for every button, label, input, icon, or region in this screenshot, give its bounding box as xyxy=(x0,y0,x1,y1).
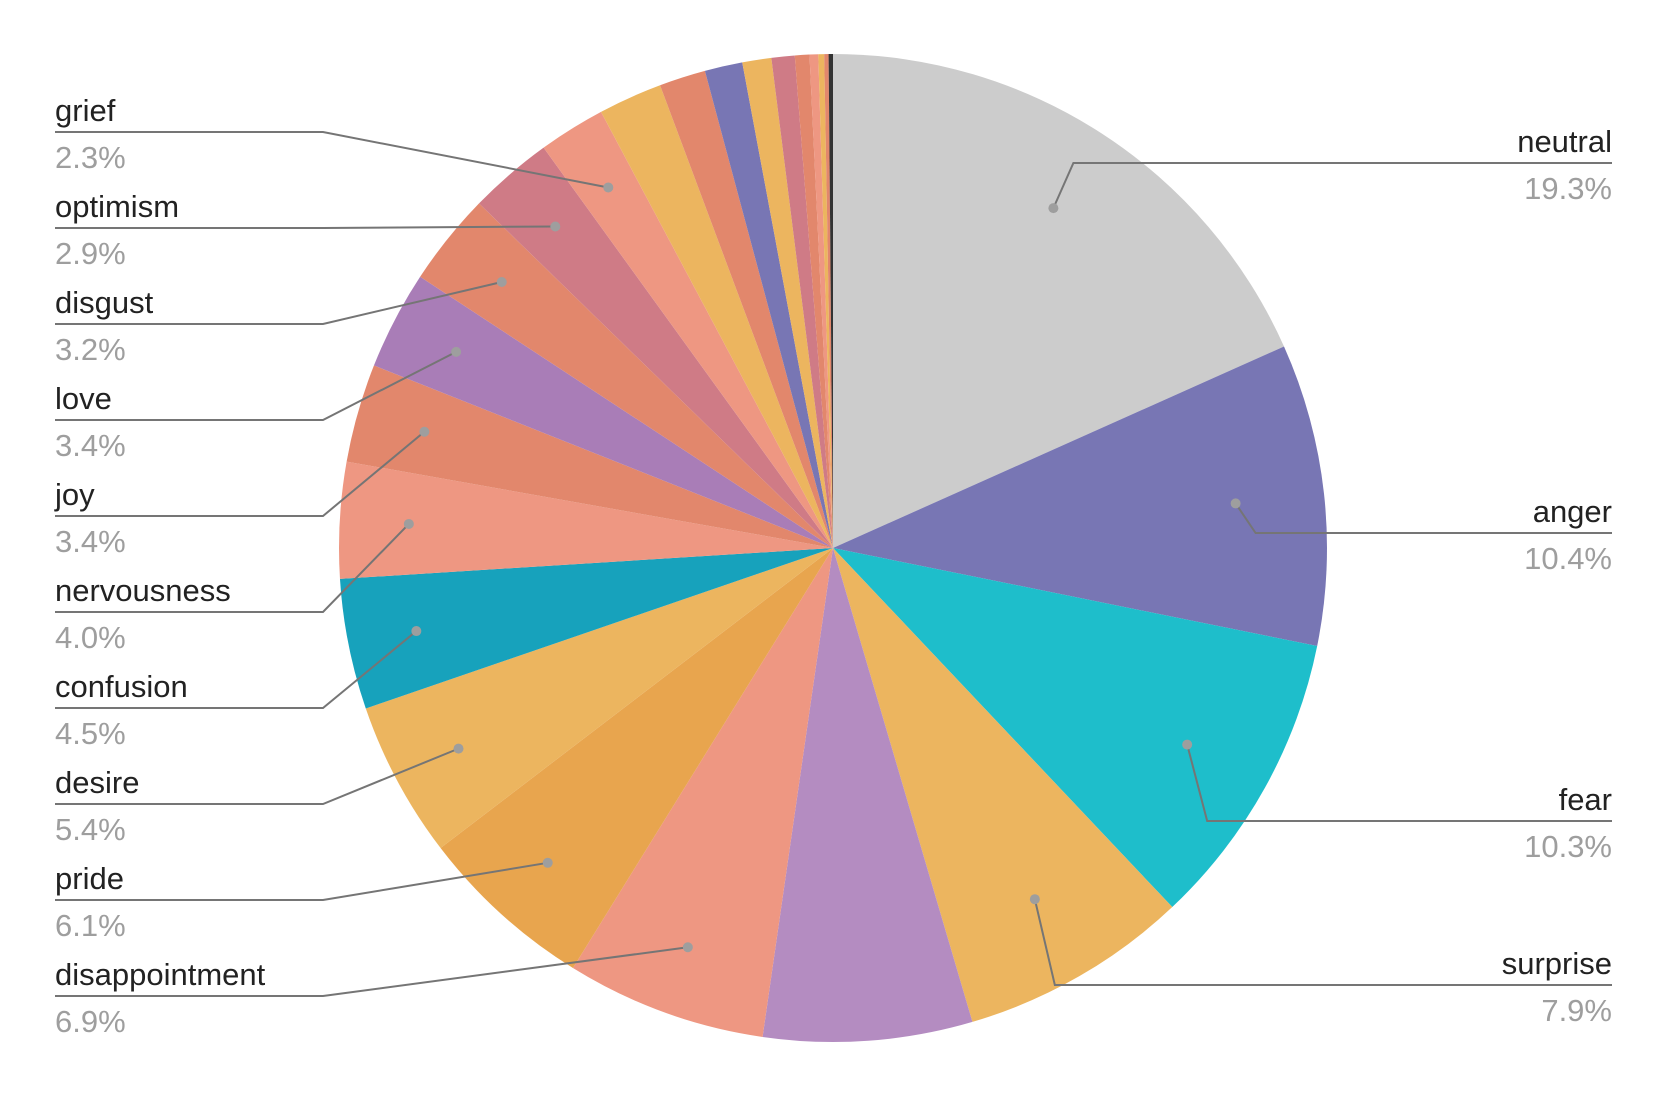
leader-dot-disgust xyxy=(496,276,507,287)
leader-dot-surprise xyxy=(1029,894,1040,905)
label-confusion: confusion xyxy=(55,669,188,704)
label-optimism: optimism xyxy=(55,189,179,224)
label-love: love xyxy=(55,381,112,416)
label-value-disappointment: 6.9% xyxy=(55,1004,126,1039)
pie-slice-unlabeled-21 xyxy=(809,54,833,549)
pie-slice-disappointment xyxy=(572,548,833,1037)
label-pride: pride xyxy=(55,861,124,896)
label-value-joy: 3.4% xyxy=(55,524,126,559)
pie-slice-grief xyxy=(543,111,833,548)
pie-slice-unlabeled-16 xyxy=(660,70,833,549)
label-grief: grief xyxy=(55,93,116,128)
label-value-confusion: 4.5% xyxy=(55,716,126,751)
leader-dot-disappointment xyxy=(682,942,693,953)
label-neutral: neutral xyxy=(1517,124,1612,159)
leader-dot-neutral xyxy=(1048,203,1059,214)
leader-line-surprise xyxy=(1033,898,1612,986)
label-value-neutral: 19.3% xyxy=(1524,171,1612,206)
pie-slice-unlabeled-22 xyxy=(818,54,833,549)
pie-slice-unlabeled-4 xyxy=(762,548,973,1042)
pie-slice-optimism xyxy=(479,147,833,548)
label-value-anger: 10.4% xyxy=(1524,541,1612,576)
label-fear: fear xyxy=(1559,782,1612,817)
pie-slices xyxy=(338,54,1327,1042)
pie-slice-joy xyxy=(346,365,833,548)
label-disappointment: disappointment xyxy=(55,957,266,992)
label-value-fear: 10.3% xyxy=(1524,829,1612,864)
leader-line-joy xyxy=(55,430,426,517)
leader-line-neutral xyxy=(1052,162,1612,209)
leader-dot-confusion xyxy=(411,626,422,637)
label-desire: desire xyxy=(55,765,139,800)
pie-slice-unlabeled-19 xyxy=(771,55,833,549)
label-value-love: 3.4% xyxy=(55,428,126,463)
pie-labels: neutral 19.3% anger 10.4% fear 10.3% surprise 7… xyxy=(54,93,1612,1039)
leader-line-nervousness xyxy=(55,523,410,613)
leader-dot-love xyxy=(451,346,462,357)
leader-dot-pride xyxy=(542,857,553,868)
pie-slice-love xyxy=(373,276,833,548)
leader-line-love xyxy=(55,350,457,421)
label-joy: joy xyxy=(54,477,95,512)
label-value-pride: 6.1% xyxy=(55,908,126,943)
leader-dot-desire xyxy=(453,743,464,754)
label-disgust: disgust xyxy=(55,285,154,320)
leader-dot-grief xyxy=(603,182,614,193)
pie-slice-disgust xyxy=(420,203,833,548)
label-value-nervousness: 4.0% xyxy=(55,620,126,655)
pie-slice-nervousness xyxy=(338,461,833,579)
pie-slice-unlabeled-18 xyxy=(742,57,833,548)
label-surprise: surprise xyxy=(1502,946,1612,981)
pie-slice-pride xyxy=(440,548,833,969)
label-value-desire: 5.4% xyxy=(55,812,126,847)
label-anger: anger xyxy=(1533,494,1612,529)
pie-slice-confusion xyxy=(339,548,833,709)
pie-slice-unlabeled-23 xyxy=(824,54,833,549)
leader-dot-joy xyxy=(419,426,430,437)
leader-dot-fear xyxy=(1182,739,1193,750)
leader-line-pride xyxy=(55,861,548,901)
leader-dot-anger xyxy=(1230,498,1241,509)
label-value-surprise: 7.9% xyxy=(1541,993,1612,1028)
pie-slice-unlabeled-20 xyxy=(794,54,833,549)
pie-slice-desire xyxy=(365,548,833,849)
pie-slice-unlabeled-17 xyxy=(704,62,833,549)
leader-line-confusion xyxy=(55,630,417,709)
pie-slice-surprise xyxy=(833,548,1173,1022)
leader-line-grief xyxy=(55,131,609,189)
leader-line-fear xyxy=(1186,744,1612,822)
pie-slice-anger xyxy=(833,346,1327,646)
label-value-optimism: 2.9% xyxy=(55,236,126,271)
pie-slice-neutral xyxy=(833,54,1285,548)
leader-line-desire xyxy=(55,747,459,805)
label-value-grief: 2.3% xyxy=(55,140,126,175)
pie-slice-unlabeled-15 xyxy=(601,85,833,548)
label-value-disgust: 3.2% xyxy=(55,332,126,367)
label-nervousness: nervousness xyxy=(55,573,231,608)
leader-line-disgust xyxy=(55,281,502,325)
leader-dot-nervousness xyxy=(403,518,414,529)
pie-slice-fear xyxy=(833,548,1318,908)
leader-line-optimism xyxy=(55,225,556,229)
leader-line-anger xyxy=(1234,502,1612,534)
leader-dot-optimism xyxy=(550,221,561,232)
leader-line-disappointment xyxy=(55,946,688,997)
pie-slice-unlabeled-24 xyxy=(828,54,833,548)
